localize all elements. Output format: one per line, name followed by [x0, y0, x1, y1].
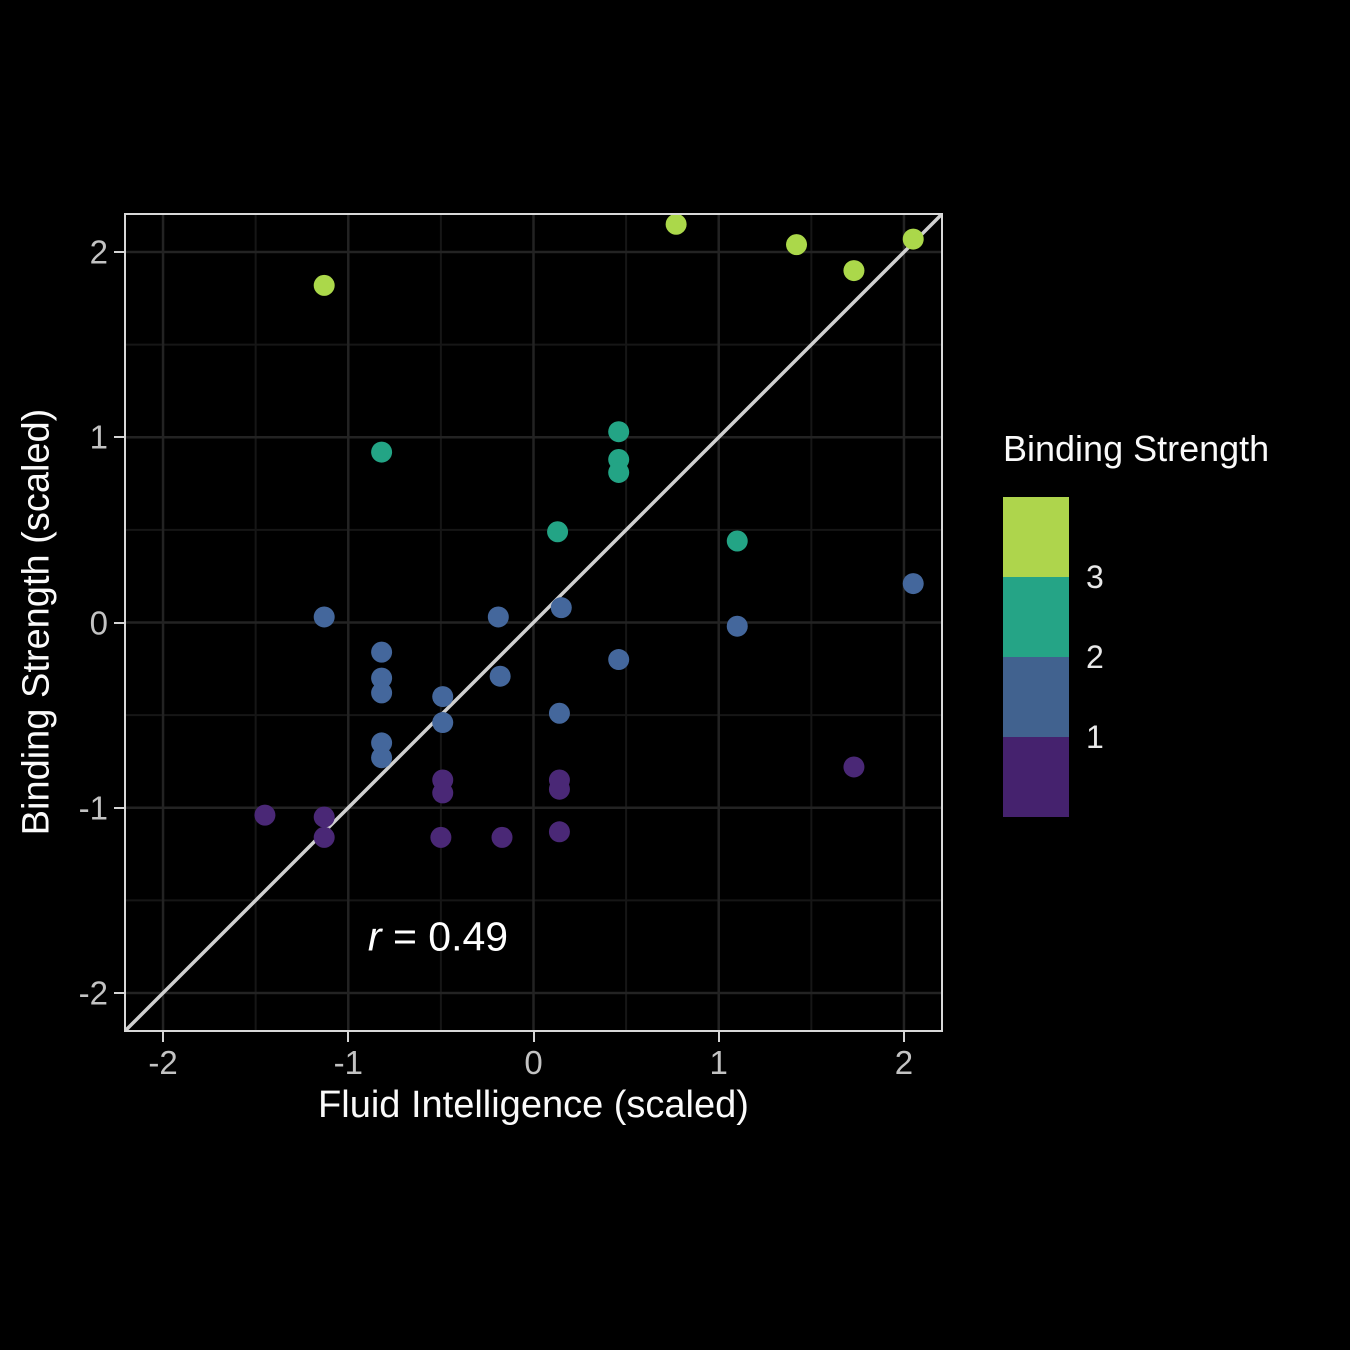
y-tick-label: -2 [78, 974, 108, 1012]
data-point-binding-strength-1-to-2 [313, 606, 335, 628]
correlation-r-symbol: r [367, 913, 382, 960]
data-point-binding-strength-1-to-2 [489, 665, 511, 687]
data-point-binding-strength-1-to-2 [608, 649, 630, 671]
y-tick-mark [114, 806, 124, 809]
y-tick-mark [114, 991, 124, 994]
data-point-binding-strength-above-3 [313, 274, 335, 296]
data-point-binding-strength-above-3 [665, 215, 687, 235]
legend-segment-3 [1003, 737, 1069, 817]
legend-break-label-1: 1 [1086, 719, 1104, 755]
legend-break-label-2: 2 [1086, 639, 1104, 675]
data-point-binding-strength-2-to-3 [547, 521, 569, 543]
y-tick-label: 0 [89, 604, 108, 641]
identity-line [126, 215, 941, 1030]
data-point-binding-strength-below-1 [548, 778, 570, 800]
y-tick-label: 2 [89, 233, 108, 271]
data-point-binding-strength-above-3 [843, 260, 865, 282]
data-point-binding-strength-above-3 [902, 228, 924, 250]
data-point-binding-strength-1-to-2 [902, 573, 924, 595]
data-point-binding-strength-1-to-2 [432, 712, 454, 734]
data-point-binding-strength-1-to-2 [432, 686, 454, 708]
data-point-binding-strength-below-1 [491, 826, 513, 848]
data-point-binding-strength-2-to-3 [608, 461, 630, 483]
data-point-binding-strength-1-to-2 [371, 641, 393, 663]
data-point-binding-strength-below-1 [313, 806, 335, 828]
plot-canvas [126, 215, 941, 1030]
x-tick-mark [347, 1032, 350, 1042]
data-point-binding-strength-1-to-2 [371, 747, 393, 769]
data-point-binding-strength-1-to-2 [487, 606, 509, 628]
y-tick-mark [114, 621, 124, 624]
y-axis-title: Binding Strength (scaled) [15, 408, 58, 836]
correlation-annotation: r = 0.49 [368, 914, 508, 961]
data-point-binding-strength-1-to-2 [371, 682, 393, 704]
data-point-binding-strength-2-to-3 [371, 441, 393, 463]
data-point-binding-strength-below-1 [313, 826, 335, 848]
x-axis-title: Fluid Intelligence (scaled) [318, 1084, 749, 1126]
x-tick-label: -1 [333, 1044, 363, 1081]
legend-title: Binding Strength [1003, 428, 1270, 469]
legend-segment-0 [1003, 497, 1069, 577]
legend-segment-2 [1003, 657, 1069, 737]
x-tick-mark [717, 1032, 720, 1042]
y-tick-mark [114, 436, 124, 439]
y-tick-label: 1 [89, 418, 108, 456]
legend-segment-1 [1003, 577, 1069, 657]
x-tick-mark [532, 1032, 535, 1042]
data-point-binding-strength-1-to-2 [550, 597, 572, 619]
data-point-binding-strength-below-1 [430, 826, 452, 848]
legend-colorbar [1003, 497, 1069, 817]
data-point-binding-strength-below-1 [432, 782, 454, 804]
legend-break-label-3: 3 [1086, 559, 1104, 595]
x-tick-mark [902, 1032, 905, 1042]
x-tick-label: 1 [709, 1044, 728, 1081]
data-point-binding-strength-below-1 [548, 821, 570, 843]
data-point-binding-strength-2-to-3 [608, 421, 630, 443]
data-point-binding-strength-2-to-3 [726, 530, 748, 552]
x-tick-label: 2 [894, 1044, 914, 1081]
x-tick-mark [162, 1032, 165, 1042]
data-point-binding-strength-1-to-2 [548, 702, 570, 724]
y-tick-mark [114, 251, 124, 254]
plot-panel [124, 213, 943, 1032]
data-point-binding-strength-below-1 [843, 756, 865, 778]
y-tick-label: -1 [78, 789, 108, 827]
data-point-binding-strength-1-to-2 [371, 667, 393, 689]
data-point-binding-strength-above-3 [786, 234, 808, 256]
correlation-value: = 0.49 [381, 913, 509, 960]
x-tick-label: 0 [524, 1044, 543, 1081]
data-point-binding-strength-1-to-2 [371, 732, 393, 754]
data-point-binding-strength-1-to-2 [726, 615, 748, 637]
data-point-binding-strength-below-1 [254, 804, 276, 826]
x-tick-label: -2 [148, 1044, 178, 1081]
